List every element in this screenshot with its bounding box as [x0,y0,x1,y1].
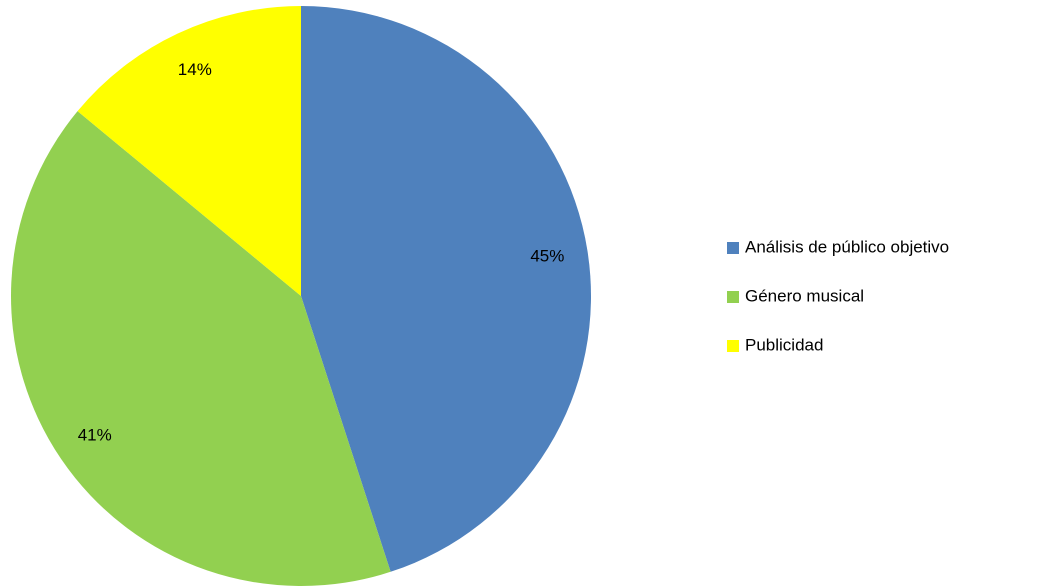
legend-swatch [727,291,739,303]
legend-swatch [727,242,739,254]
legend-swatch [727,340,739,352]
data-label: 41% [78,426,112,445]
data-label: 14% [178,60,212,79]
legend-label: Publicidad [745,335,823,354]
pie-slice [77,6,301,296]
legend-label: Género musical [745,286,864,305]
legend-label: Análisis de público objetivo [745,237,949,256]
pie-slice [10,111,391,587]
pie-slice [301,6,591,572]
data-label: 45% [530,246,564,265]
